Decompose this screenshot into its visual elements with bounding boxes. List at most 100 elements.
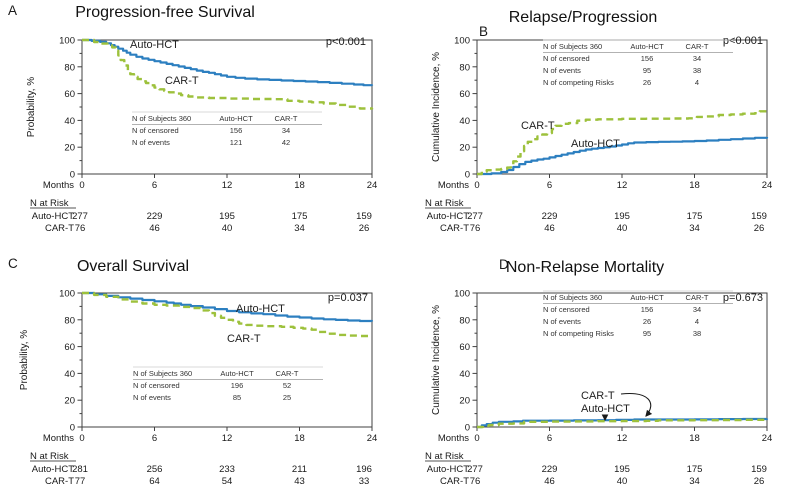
inset-table-cell: 4 [695, 317, 699, 326]
y-tick-label: 40 [459, 369, 470, 380]
y-tick-label: 60 [64, 89, 75, 100]
x-tick-label: 6 [152, 180, 157, 191]
inset-table-cell: N of censored [543, 305, 590, 314]
series-curve-auto-hct [82, 38, 374, 87]
n-at-risk-value: 229 [542, 464, 558, 475]
inset-table-cell: 156 [641, 305, 654, 314]
inset-table-header-cell: Auto-HCT [220, 369, 254, 378]
x-tick-label: 6 [152, 433, 157, 444]
plot-frame [81, 292, 373, 428]
n-at-risk-value: 34 [689, 223, 700, 234]
inset-table-cell: 26 [643, 317, 651, 326]
inset-table-header-cell: CAR-T [686, 293, 709, 302]
inset-table-cell: 196 [231, 381, 244, 390]
y-axis-label: Probability, % [19, 330, 30, 391]
n-at-risk-value: 34 [689, 476, 700, 486]
series-curve-car-t [82, 38, 374, 110]
x-tick-label: 18 [689, 433, 700, 444]
n-at-risk-value: 64 [149, 476, 160, 486]
n-at-risk-value: 33 [359, 476, 370, 486]
n-at-risk-value: 43 [294, 476, 305, 486]
n-at-risk-title: N at Risk [30, 451, 69, 462]
curve-label-auto-hct: Auto-HCT [236, 303, 285, 315]
y-tick-label: 40 [64, 116, 75, 127]
inset-table-header-cell: Auto-HCT [630, 42, 664, 51]
n-at-risk-value: 229 [147, 211, 163, 222]
x-tick-label: 18 [294, 180, 305, 191]
survival-panel: C Overall Survival 0 20 40 60 80 100 0 6 12 18 24 Mon… [0, 243, 395, 486]
y-tick-label: 100 [454, 36, 470, 47]
n-at-risk-value: 40 [617, 476, 628, 486]
x-axis-label: Months [438, 180, 469, 191]
n-at-risk-value: 256 [147, 464, 163, 475]
panel-chart-svg: A Progression-free Survival 0 20 40 60 80 100 0 6… [8, 3, 377, 234]
inset-table-cell: N of competing Risks [543, 78, 614, 87]
car-t-pointer-arrow [620, 393, 653, 417]
y-tick-label: 0 [70, 170, 75, 181]
panel-chart-svg: C Overall Survival 0 20 40 60 80 100 0 6 12 18 24 Mon… [8, 256, 377, 486]
inset-table-cell: 38 [693, 66, 701, 75]
panel-letter: B [479, 24, 488, 39]
x-tick-label: 18 [689, 180, 700, 191]
x-tick-label: 24 [762, 180, 773, 191]
series-curve-car-t [82, 291, 374, 338]
n-at-risk-value: 175 [687, 211, 703, 222]
y-tick-label: 100 [454, 289, 470, 300]
x-tick-label: 12 [222, 180, 233, 191]
series-curve-auto-hct [477, 136, 769, 176]
inset-table-header-cell: N of Subjects 360 [543, 293, 602, 302]
curve-label-auto-hct: Auto-HCT [581, 403, 630, 415]
series-curve-car-t [477, 109, 769, 176]
n-at-risk-row-label: Auto-HCT [32, 464, 74, 475]
n-at-risk-value: 40 [617, 223, 628, 234]
x-tick-label: 0 [79, 180, 84, 191]
n-at-risk-value: 277 [467, 464, 483, 475]
n-at-risk-value: 26 [754, 476, 765, 486]
n-at-risk-value: 175 [292, 211, 308, 222]
n-at-risk-value: 281 [72, 464, 88, 475]
y-tick-label: 60 [64, 342, 75, 353]
inset-table-cell: 85 [233, 393, 241, 402]
y-tick-label: 60 [459, 89, 470, 100]
inset-table-cell: N of events [543, 317, 581, 326]
n-at-risk-value: 175 [687, 464, 703, 475]
panel-title: Relapse/Progression [509, 9, 658, 26]
inset-table-cell: 34 [282, 126, 290, 135]
y-tick-label: 0 [70, 423, 75, 434]
n-at-risk-value: 211 [292, 464, 307, 475]
n-at-risk-value: 229 [542, 211, 558, 222]
panel-letter: A [8, 3, 17, 18]
n-at-risk-value: 46 [544, 476, 555, 486]
y-tick-label: 80 [459, 62, 470, 73]
n-at-risk-value: 277 [467, 211, 483, 222]
inset-table-cell: N of competing Risks [543, 329, 614, 338]
inset-table-header-cell: Auto-HCT [219, 114, 253, 123]
inset-table-header-cell: CAR-T [686, 42, 709, 51]
inset-table-cell: 26 [643, 78, 651, 87]
n-at-risk-value: 46 [544, 223, 555, 234]
y-tick-label: 100 [59, 289, 75, 300]
n-at-risk-value: 159 [751, 464, 767, 475]
panel-title: Progression-free Survival [75, 4, 255, 21]
y-axis-label: Cumulative Incidence, % [431, 52, 442, 162]
y-tick-label: 100 [59, 36, 75, 47]
n-at-risk-value: 195 [614, 211, 630, 222]
n-at-risk-value: 277 [72, 211, 88, 222]
y-tick-label: 20 [64, 396, 75, 407]
n-at-risk-title: N at Risk [30, 198, 69, 209]
y-tick-label: 20 [64, 143, 75, 154]
p-value-label: p<0.001 [326, 36, 366, 48]
x-axis-label: Months [43, 180, 74, 191]
inset-table-header-cell: N of Subjects 360 [543, 42, 602, 51]
n-at-risk-row-label: CAR-T [440, 223, 469, 234]
y-tick-label: 0 [465, 170, 470, 181]
n-at-risk-value: 77 [75, 476, 86, 486]
panel-title: Non-Relapse Mortality [506, 259, 664, 276]
curve-label-car-t: CAR-T [165, 75, 199, 87]
n-at-risk-value: 195 [219, 211, 235, 222]
y-tick-label: 20 [459, 143, 470, 154]
inset-table-header-cell: CAR-T [275, 114, 298, 123]
x-tick-label: 12 [617, 433, 628, 444]
n-at-risk-value: 26 [754, 223, 765, 234]
